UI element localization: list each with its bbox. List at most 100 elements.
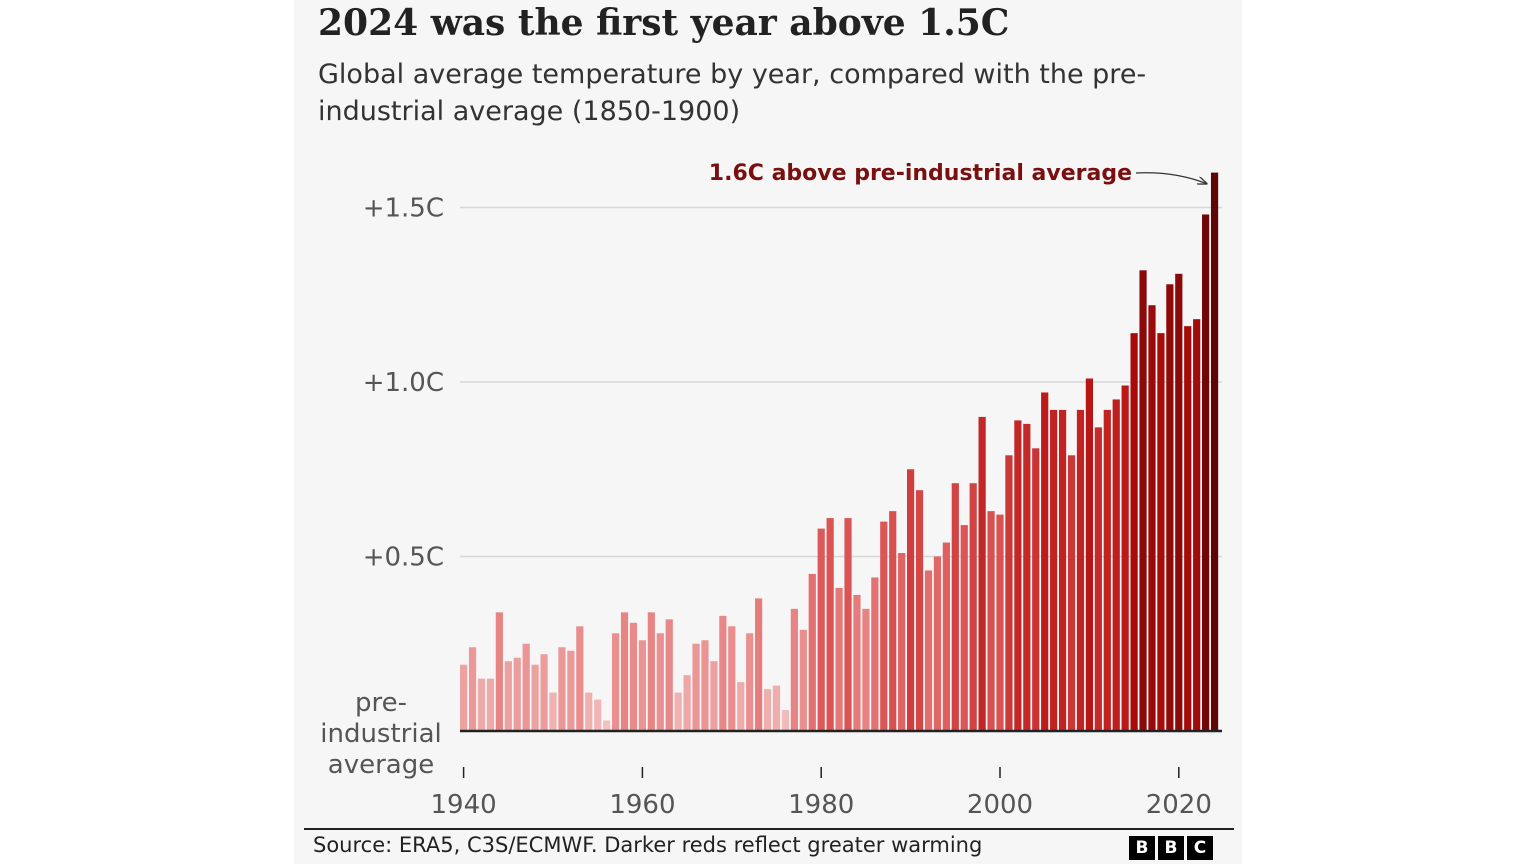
bar-1980 xyxy=(817,528,825,731)
bar-1993 xyxy=(933,556,942,731)
baseline-label: industrial xyxy=(320,719,442,749)
bar-1971 xyxy=(737,682,745,731)
bar-1948 xyxy=(531,664,539,731)
bar-2004 xyxy=(1032,448,1040,731)
bar-1987 xyxy=(880,521,888,731)
bar-2012 xyxy=(1103,409,1111,731)
bar-1982 xyxy=(835,587,843,731)
bar-2010 xyxy=(1085,378,1093,731)
y-tick-label: +1.5C xyxy=(363,194,444,224)
bar-1946 xyxy=(513,657,521,731)
bar-1985 xyxy=(862,608,870,731)
chart-card: 2024 was the first year above 1.5C Globa… xyxy=(294,0,1242,864)
bar-1997 xyxy=(969,483,977,731)
bar-1970 xyxy=(728,626,736,731)
bar-1952 xyxy=(567,650,575,731)
bar-1944 xyxy=(495,612,503,731)
bar-1974 xyxy=(763,689,772,731)
bar-1957 xyxy=(611,633,620,731)
bar-2000 xyxy=(996,514,1004,731)
bar-1941 xyxy=(468,647,477,731)
bar-1972 xyxy=(746,633,754,731)
baseline-label: average xyxy=(328,750,434,780)
annotation-arrow xyxy=(1135,172,1207,184)
bars xyxy=(460,172,1219,732)
bar-2011 xyxy=(1094,427,1102,731)
bar-1967 xyxy=(701,640,709,731)
y-tick-label: +1.0C xyxy=(363,368,444,398)
chart-subtitle: Global average temperature by year, comp… xyxy=(318,59,1147,127)
bar-2016 xyxy=(1139,270,1147,731)
bar-2023 xyxy=(1202,214,1210,732)
bar-1961 xyxy=(647,612,655,731)
bar-1973 xyxy=(755,598,763,731)
bar-1943 xyxy=(486,678,495,731)
bar-1963 xyxy=(665,619,673,731)
bar-1962 xyxy=(656,633,664,731)
source-note: Source: ERA5, C3S/ECMWF. Darker reds ref… xyxy=(313,833,983,857)
bar-1984 xyxy=(853,594,861,731)
footer-divider xyxy=(304,828,1234,830)
baseline-label: pre- xyxy=(355,688,407,718)
x-tick-label: 2000 xyxy=(967,790,1033,820)
bar-1959 xyxy=(629,622,638,731)
annotation: 1.6C above pre-industrial average xyxy=(709,161,1207,186)
chart-title: 2024 was the first year above 1.5C xyxy=(318,2,1010,44)
bar-2005 xyxy=(1041,392,1049,731)
bar-2009 xyxy=(1076,409,1085,731)
bar-2024 xyxy=(1210,172,1219,732)
bar-1945 xyxy=(504,661,512,731)
bar-2020 xyxy=(1175,273,1183,731)
bar-1989 xyxy=(898,553,906,731)
bar-1977 xyxy=(790,608,798,731)
bar-1956 xyxy=(603,720,611,731)
logo-letter: B xyxy=(1129,836,1155,860)
bar-2021 xyxy=(1184,326,1192,731)
bbc-logo: B B C xyxy=(1129,836,1213,860)
bar-1949 xyxy=(540,654,548,731)
bar-1983 xyxy=(844,518,852,731)
logo-letter: B xyxy=(1158,836,1184,860)
annotation-label: 1.6C above pre-industrial average xyxy=(709,161,1132,186)
bar-1994 xyxy=(942,542,950,731)
bar-1953 xyxy=(576,626,584,731)
bar-1966 xyxy=(692,643,700,731)
bar-1979 xyxy=(808,573,816,731)
bar-2006 xyxy=(1050,409,1058,731)
bar-1960 xyxy=(638,640,646,731)
bar-1969 xyxy=(719,615,727,731)
x-tick-label: 1980 xyxy=(788,790,854,820)
bar-1947 xyxy=(522,643,530,731)
bar-1991 xyxy=(915,490,924,731)
bar-2017 xyxy=(1148,305,1156,731)
bar-2013 xyxy=(1112,399,1120,731)
bar-1996 xyxy=(960,525,968,731)
bar-1995 xyxy=(951,483,959,731)
x-tick-label: 1940 xyxy=(431,790,497,820)
bar-1968 xyxy=(710,661,718,731)
bar-1975 xyxy=(772,685,781,731)
bar-1958 xyxy=(620,612,629,731)
bar-2014 xyxy=(1121,385,1129,731)
bar-2015 xyxy=(1130,333,1138,731)
bar-2022 xyxy=(1193,319,1201,731)
x-tick-label: 2020 xyxy=(1146,790,1212,820)
bar-1964 xyxy=(674,692,682,731)
bar-2007 xyxy=(1058,409,1067,731)
bar-1999 xyxy=(987,511,995,731)
bar-1940 xyxy=(460,664,468,731)
bar-1986 xyxy=(871,577,879,731)
bar-1955 xyxy=(594,699,602,731)
bar-1950 xyxy=(549,692,557,731)
bar-2019 xyxy=(1166,284,1174,731)
bar-1990 xyxy=(907,469,915,731)
x-tick-label: 1960 xyxy=(609,790,675,820)
bar-2018 xyxy=(1157,333,1165,731)
bar-1954 xyxy=(585,692,593,731)
bar-1992 xyxy=(924,570,933,731)
bar-1998 xyxy=(978,416,986,731)
bar-1951 xyxy=(558,647,566,731)
bar-1988 xyxy=(889,511,897,731)
